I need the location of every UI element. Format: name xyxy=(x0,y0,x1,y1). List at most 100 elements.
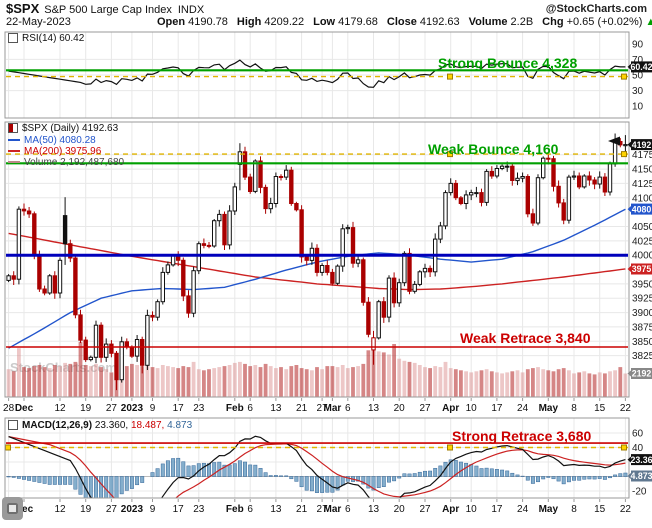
svg-text:4000: 4000 xyxy=(632,251,652,262)
svg-text:6: 6 xyxy=(247,403,253,414)
svg-text:23.36: 23.36 xyxy=(630,455,652,465)
svg-text:15: 15 xyxy=(594,403,606,414)
ma200-line-icon xyxy=(8,150,20,153)
svg-text:4192: 4192 xyxy=(632,140,652,150)
svg-text:Mar: Mar xyxy=(324,504,342,515)
svg-text:22: 22 xyxy=(620,504,632,515)
stockcharts-branding: @StockCharts.com xyxy=(545,3,647,15)
macd-value-box xyxy=(631,454,652,466)
stockcharts-logo-badge[interactable] xyxy=(2,497,23,520)
alert-handle[interactable] xyxy=(5,444,11,451)
open-label: Open xyxy=(157,16,186,28)
svg-text:3925: 3925 xyxy=(632,294,652,305)
high-label: High xyxy=(236,16,262,28)
svg-text:90: 90 xyxy=(632,39,644,50)
svg-text:4125: 4125 xyxy=(632,179,652,190)
svg-text:27: 27 xyxy=(106,504,118,515)
volume-label: Volume xyxy=(468,16,508,28)
ma50-value-box xyxy=(631,203,652,215)
strong-bounce-annotation: Strong Bounce 4,328 xyxy=(438,55,578,71)
rsi-panel xyxy=(6,32,628,118)
alert-handle[interactable] xyxy=(447,444,453,451)
svg-text:27: 27 xyxy=(419,403,431,414)
volume-value-box xyxy=(631,368,652,379)
svg-text:12: 12 xyxy=(54,403,66,414)
svg-text:13: 13 xyxy=(270,403,282,414)
svg-text:Mar: Mar xyxy=(324,403,342,414)
macd-signal-value: 18.487, xyxy=(130,420,165,431)
svg-text:22: 22 xyxy=(620,403,632,414)
alert-handle[interactable] xyxy=(621,151,627,158)
svg-text:3900: 3900 xyxy=(632,308,652,319)
svg-text:2023: 2023 xyxy=(121,504,144,515)
ma200-legend: MA(200) 3975.96 xyxy=(8,146,101,157)
svg-text:21: 21 xyxy=(296,403,308,414)
macd-histogram xyxy=(6,457,628,498)
price-legend: $SPX (Daily) 4192.63 xyxy=(8,123,118,134)
svg-text:Apr: Apr xyxy=(442,504,459,515)
candles xyxy=(6,133,628,391)
svg-text:24: 24 xyxy=(517,504,529,515)
panel-border xyxy=(4,417,630,499)
alert-handle[interactable] xyxy=(447,151,453,158)
svg-text:19: 19 xyxy=(80,403,92,414)
arrow-annotation xyxy=(608,136,620,146)
rsi-value-box xyxy=(631,61,652,73)
svg-text:27: 27 xyxy=(317,403,329,414)
svg-text:40: 40 xyxy=(632,443,644,454)
svg-text:6: 6 xyxy=(247,504,253,515)
volume-legend: Volume 2,192,487,680 xyxy=(8,157,124,168)
svg-text:15: 15 xyxy=(594,504,606,515)
low-label: Low xyxy=(313,16,336,28)
stockcharts-logo-glyph xyxy=(7,503,18,514)
candlestick-legend-icon xyxy=(8,123,18,134)
open-value: 4190.78 xyxy=(188,16,228,28)
svg-text:4.873: 4.873 xyxy=(630,471,652,481)
svg-text:17: 17 xyxy=(173,504,185,515)
svg-text:10: 10 xyxy=(632,102,644,113)
svg-text:23: 23 xyxy=(193,403,205,414)
svg-text:60.42: 60.42 xyxy=(630,62,652,72)
svg-text:30: 30 xyxy=(632,86,644,97)
svg-text:10: 10 xyxy=(466,504,478,515)
alert-handle[interactable] xyxy=(447,73,453,80)
close-value: 4192.63 xyxy=(419,16,460,28)
macd-legend: MACD(12,26,9) 23.360, 18.487, 4.873 xyxy=(8,420,192,431)
hist-value-box xyxy=(631,470,652,482)
rsi-legend-icon xyxy=(8,33,18,44)
svg-text:19: 19 xyxy=(80,504,92,515)
weak-retrace-annotation: Weak Retrace 3,840 xyxy=(460,330,591,346)
svg-text:17: 17 xyxy=(173,403,185,414)
last-price-box xyxy=(631,139,652,151)
svg-text:60: 60 xyxy=(632,429,644,440)
svg-text:4050: 4050 xyxy=(632,222,652,233)
svg-text:70: 70 xyxy=(632,55,644,66)
svg-text:13: 13 xyxy=(368,504,380,515)
svg-text:May: May xyxy=(539,504,559,515)
svg-text:8: 8 xyxy=(571,504,577,515)
alert-handle[interactable] xyxy=(621,444,627,451)
exchange: INDX xyxy=(177,4,205,16)
svg-text:-20: -20 xyxy=(632,487,647,498)
ma50-legend: MA(50) 4080.28 xyxy=(8,135,96,146)
svg-text:27: 27 xyxy=(317,504,329,515)
axes-and-overlays: 4175415041254100405040254000395039253900… xyxy=(3,31,652,515)
low-value: 4179.68 xyxy=(338,16,378,28)
svg-text:21: 21 xyxy=(296,504,308,515)
svg-text:8: 8 xyxy=(571,403,577,414)
svg-text:4025: 4025 xyxy=(632,236,652,247)
svg-text:Dec: Dec xyxy=(15,504,34,515)
svg-text:27: 27 xyxy=(106,403,118,414)
index-name: S&P 500 Large Cap Index xyxy=(44,4,172,16)
svg-text:6: 6 xyxy=(345,504,351,515)
ma50-line-icon xyxy=(8,139,20,142)
ma200-value-box xyxy=(631,263,652,275)
ma200-line xyxy=(8,232,626,291)
svg-text:20: 20 xyxy=(394,403,406,414)
volume-bars xyxy=(6,341,628,397)
svg-text:9: 9 xyxy=(150,504,156,515)
svg-text:9: 9 xyxy=(150,403,156,414)
alert-handle[interactable] xyxy=(621,73,627,80)
